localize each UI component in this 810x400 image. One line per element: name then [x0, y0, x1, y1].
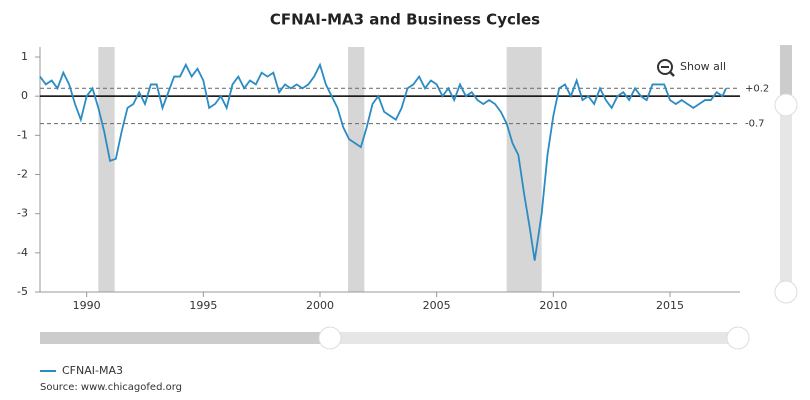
series-line [39, 62, 727, 261]
x-slider-handle-left[interactable] [318, 326, 342, 350]
zoom-icon [657, 59, 673, 75]
show-all-button[interactable]: Show all [657, 59, 726, 77]
y-slider-fill [780, 45, 792, 105]
recession-band [98, 47, 115, 292]
x-tick-label: 1995 [189, 299, 217, 312]
y-slider-handle-bottom[interactable] [774, 280, 798, 304]
reference-label: -0.7 [745, 119, 765, 130]
y-tick-label: -5 [17, 285, 28, 298]
y-tick-label: 0 [21, 89, 28, 102]
recession-band [506, 47, 542, 292]
chart-title: CFNAI-MA3 and Business Cycles [270, 11, 540, 29]
x-tick-label: 1990 [73, 299, 101, 312]
x-tick-label: 2005 [423, 299, 451, 312]
y-tick-label: -4 [17, 246, 28, 259]
x-tick-label: 2015 [656, 299, 684, 312]
x-tick-label: 2010 [539, 299, 567, 312]
y-slider-handle-top[interactable] [774, 93, 798, 117]
y-tick-label: 1 [21, 50, 28, 63]
source-note: Source: www.chicagofed.org [40, 382, 182, 393]
recession-band [348, 47, 365, 292]
x-slider-handle-right[interactable] [726, 326, 750, 350]
y-tick-label: -3 [17, 207, 28, 220]
reference-label: +0.2 [745, 83, 769, 94]
x-slider-fill [40, 332, 330, 344]
show-all-label[interactable]: Show all [680, 60, 726, 73]
y-tick-label: -2 [17, 168, 28, 181]
zoom-icon-handle [669, 71, 675, 77]
x-tick-label: 2000 [306, 299, 334, 312]
y-tick-label: -1 [17, 128, 28, 141]
legend-label: CFNAI-MA3 [62, 364, 123, 377]
